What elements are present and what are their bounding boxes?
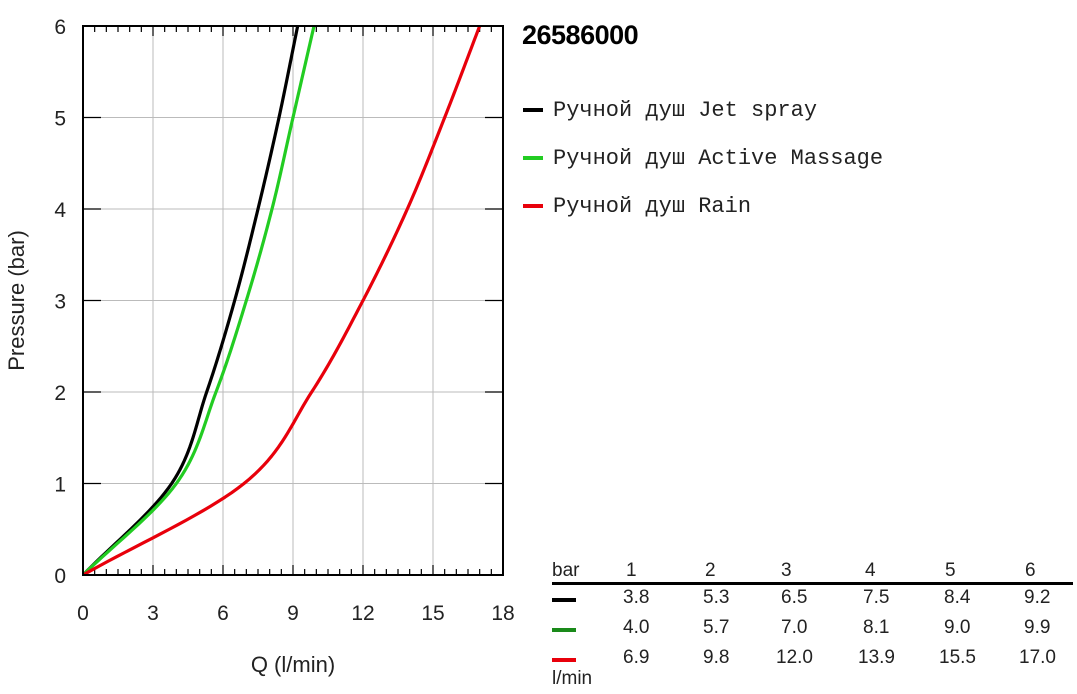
flow-table-cell: 9.9 xyxy=(1024,617,1051,638)
flow-table-row-rain: 6.9 9.8 12.0 13.9 15.5 17.0 xyxy=(552,645,1073,675)
flow-table-cell: 7.0 xyxy=(781,617,808,638)
series-line-0 xyxy=(83,26,300,575)
y-tick-label: 5 xyxy=(54,108,66,131)
flow-table-cell: 9.0 xyxy=(944,617,971,638)
y-tick-label: 6 xyxy=(54,16,66,39)
x-tick-label: 18 xyxy=(491,602,514,625)
legend-item-jet-spray: Ручной душ Jet spray xyxy=(523,86,883,134)
y-axis-label: Pressure (bar) xyxy=(4,230,29,371)
flow-table-cell: 13.9 xyxy=(858,647,895,668)
legend-label-rain: Ручной душ Rain xyxy=(553,193,752,219)
x-tick-label: 3 xyxy=(147,602,159,625)
legend-swatch-rain xyxy=(523,204,543,208)
flow-table-swatch xyxy=(552,658,576,662)
flow-table-col-3: 3 xyxy=(781,560,792,581)
flow-table-cell: 6.9 xyxy=(623,647,650,668)
plot-frame xyxy=(82,25,504,576)
flow-table-col-2: 2 xyxy=(705,560,716,581)
flow-table-cell: 8.1 xyxy=(863,617,890,638)
flow-table-row-active-massage: 4.0 5.7 7.0 8.1 9.0 9.9 xyxy=(552,615,1073,645)
legend-label-jet-spray: Ручной душ Jet spray xyxy=(553,97,818,123)
flow-table-cell: 5.7 xyxy=(703,617,730,638)
flow-table-header: bar 1 2 3 4 5 6 xyxy=(552,560,1073,585)
x-axis-label: Q (l/min) xyxy=(251,652,335,677)
flow-table-cell: 17.0 xyxy=(1019,647,1056,668)
flow-table-cell: 9.2 xyxy=(1024,587,1051,608)
flow-table-unit: l/min xyxy=(552,668,593,689)
legend-item-active-massage: Ручной душ Active Massage xyxy=(523,134,883,182)
x-tick-label: 12 xyxy=(351,602,374,625)
flow-table-col-1: 1 xyxy=(626,560,637,581)
flow-table-cell: 9.8 xyxy=(703,647,730,668)
flow-table-cell: 4.0 xyxy=(623,617,650,638)
series-line-1 xyxy=(83,26,316,575)
flow-table-cell: 5.3 xyxy=(703,587,730,608)
x-tick-label: 0 xyxy=(77,602,89,625)
legend-swatch-active-massage xyxy=(523,156,543,160)
legend-swatch-jet-spray xyxy=(523,108,543,112)
flow-table-cell: 15.5 xyxy=(939,647,976,668)
flow-table-cell: 8.4 xyxy=(944,587,971,608)
chart-title: 26586000 xyxy=(522,20,639,50)
flow-table-swatch xyxy=(552,628,576,632)
flow-table-row-jet-spray: 3.8 5.3 6.5 7.5 8.4 9.2 xyxy=(552,585,1073,615)
legend-label-active-massage: Ручной душ Active Massage xyxy=(553,145,884,171)
y-tick-label: 0 xyxy=(54,565,66,588)
y-tick-label: 3 xyxy=(54,291,66,314)
flow-table-col-5: 5 xyxy=(945,560,956,581)
flow-table-cell: 12.0 xyxy=(776,647,813,668)
flow-table-cell: 6.5 xyxy=(781,587,808,608)
flow-table-header-label: bar xyxy=(552,560,580,581)
x-tick-label: 6 xyxy=(217,602,229,625)
flow-table-col-6: 6 xyxy=(1025,560,1036,581)
series-line-2 xyxy=(83,26,482,575)
flow-table-cell: 7.5 xyxy=(863,587,890,608)
flow-table-col-4: 4 xyxy=(865,560,876,581)
y-tick-label: 2 xyxy=(54,382,66,405)
legend-item-rain: Ручной душ Rain xyxy=(523,182,883,230)
flow-table: bar 1 2 3 4 5 6 3.8 5.3 6.5 7.5 8.4 9.2 … xyxy=(552,560,1073,675)
x-tick-label: 15 xyxy=(421,602,444,625)
flow-table-swatch xyxy=(552,598,576,602)
legend: Ручной душ Jet spray Ручной душ Active M… xyxy=(523,86,883,230)
y-tick-label: 1 xyxy=(54,474,66,497)
x-tick-label: 9 xyxy=(287,602,299,625)
y-tick-label: 4 xyxy=(54,199,66,222)
flow-table-cell: 3.8 xyxy=(623,587,650,608)
